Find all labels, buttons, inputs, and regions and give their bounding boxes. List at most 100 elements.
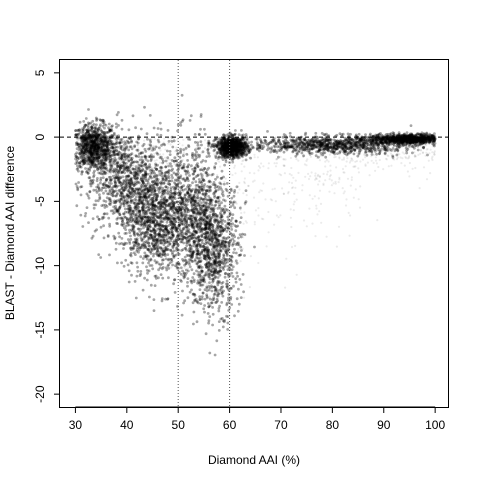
data-point [141, 288, 145, 292]
data-point [214, 200, 218, 204]
data-point [96, 152, 99, 156]
data-point [226, 222, 230, 226]
data-point [127, 190, 131, 194]
data-point [243, 254, 246, 257]
data-point [97, 146, 100, 149]
data-point [148, 185, 152, 189]
data-point [133, 280, 137, 283]
data-point [92, 188, 96, 192]
data-point [222, 182, 226, 186]
data-point [133, 234, 137, 237]
data-point [75, 147, 79, 151]
data-point [79, 142, 83, 146]
data-point [112, 149, 116, 153]
data-point [197, 266, 201, 270]
data-point [208, 273, 212, 276]
data-point [102, 150, 105, 153]
data-point [109, 128, 112, 132]
data-point [107, 148, 110, 152]
data-point [195, 320, 199, 324]
data-point [219, 269, 223, 273]
data-point [90, 139, 94, 142]
data-point [132, 210, 136, 213]
data-point [192, 158, 196, 162]
data-point [198, 260, 202, 264]
data-point [93, 146, 97, 150]
data-point [201, 192, 205, 196]
data-point [144, 210, 147, 214]
data-point [199, 140, 203, 144]
data-point [79, 185, 82, 189]
data-point [184, 172, 188, 176]
data-point [222, 175, 225, 179]
data-point [106, 131, 109, 134]
data-point [136, 222, 140, 225]
data-point [140, 239, 144, 243]
data-point [74, 129, 78, 132]
data-point [155, 151, 159, 155]
data-point [85, 144, 89, 147]
data-point [207, 305, 211, 309]
data-point [143, 191, 147, 195]
data-point [92, 159, 96, 163]
data-point [100, 149, 103, 153]
data-point [147, 269, 151, 273]
data-point [106, 155, 110, 159]
data-point [141, 261, 145, 265]
data-point [203, 183, 207, 186]
data-point [82, 150, 86, 154]
data-point [100, 140, 104, 144]
data-point [89, 134, 93, 137]
data-point [158, 121, 162, 125]
data-point [100, 172, 103, 176]
data-point [116, 152, 119, 156]
data-point [92, 206, 96, 210]
data-point [105, 145, 109, 148]
data-point [96, 150, 100, 154]
data-point [88, 134, 92, 138]
data-point [90, 151, 94, 155]
data-point [210, 173, 214, 177]
data-point [134, 187, 138, 191]
data-point [152, 298, 156, 301]
data-point [164, 245, 168, 249]
data-point [80, 149, 84, 153]
data-point [101, 131, 105, 135]
data-point [168, 242, 172, 246]
data-point [90, 160, 94, 164]
data-point [151, 203, 155, 207]
data-point [98, 137, 102, 141]
data-point [108, 129, 112, 132]
data-point [94, 138, 98, 141]
data-point [190, 259, 194, 263]
data-point [81, 163, 85, 166]
data-point [113, 146, 117, 150]
data-point [169, 188, 173, 192]
data-point [85, 170, 88, 174]
data-point [218, 220, 221, 224]
data-point [192, 272, 196, 276]
data-point [93, 144, 97, 148]
data-point [81, 157, 85, 161]
data-point [205, 285, 209, 289]
data-point [113, 211, 116, 214]
data-point [217, 292, 221, 295]
data-point [160, 180, 164, 183]
data-point [150, 241, 154, 245]
data-point [154, 274, 158, 278]
data-point [237, 302, 241, 306]
data-point [225, 286, 229, 289]
data-point [238, 221, 242, 224]
data-point [113, 190, 116, 193]
data-point [232, 251, 236, 255]
data-point [89, 150, 92, 154]
data-point [102, 153, 106, 156]
data-point [233, 247, 236, 251]
data-point [231, 265, 235, 269]
data-point [190, 223, 194, 227]
data-point [191, 210, 195, 214]
data-point [108, 154, 112, 158]
data-point [101, 156, 105, 160]
data-point [232, 284, 235, 288]
data-point [226, 241, 230, 245]
